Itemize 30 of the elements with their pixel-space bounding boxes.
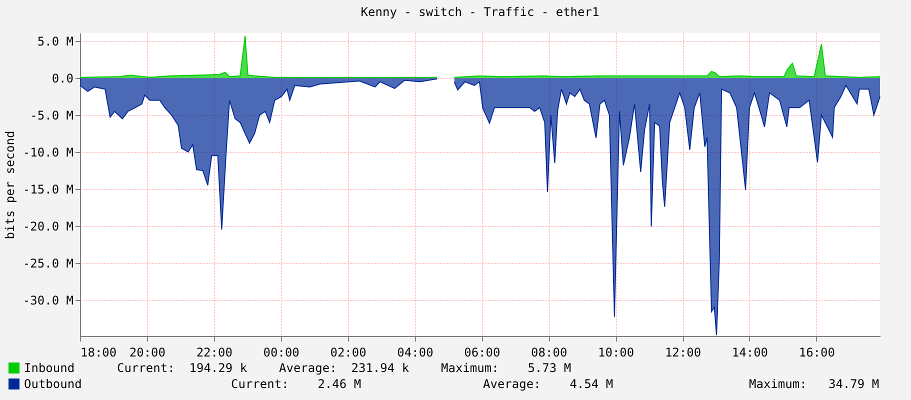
text: Average: 231.94 k <box>279 361 410 375</box>
text: Current: 194.29 k <box>117 361 248 375</box>
x-tick-label: 10:00 <box>598 346 634 360</box>
x-tick-label: 20:00 <box>129 346 166 360</box>
x-tick-label: 06:00 <box>464 346 500 360</box>
chart-title: Kenny - switch - Traffic - ether1 <box>360 5 600 19</box>
x-tick-label: 18:00 <box>80 346 117 360</box>
y-axis-title: bits per second <box>2 130 17 240</box>
text: Maximum: 5.73 M <box>441 361 572 375</box>
x-tick-label: 22:00 <box>196 346 232 360</box>
x-tick-label: 00:00 <box>263 346 300 360</box>
text: Average: 4.54 M <box>483 377 614 391</box>
text: Current: 2.46 M <box>231 377 362 391</box>
text: Maximum: 34.79 M <box>749 377 880 391</box>
x-tick-label: 04:00 <box>397 346 434 360</box>
legend-label: Outbound <box>24 377 82 391</box>
x-tick-label: 08:00 <box>531 346 568 360</box>
x-tick-label: 14:00 <box>732 346 768 360</box>
x-tick-label: 02:00 <box>330 346 366 360</box>
y-tick-label: 5.0 M <box>37 34 74 49</box>
y-tick-label: -25.0 M <box>22 256 74 270</box>
x-tick-label: 16:00 <box>798 346 835 360</box>
legend-label: Inbound <box>24 361 75 375</box>
y-tick-label: -10.0 M <box>22 145 74 160</box>
y-tick-label: -5.0 M <box>30 108 74 123</box>
y-tick-label: -15.0 M <box>22 182 74 196</box>
y-tick-label: -30.0 M <box>22 293 74 308</box>
y-tick-label: -20.0 M <box>22 219 74 234</box>
y-tick-label: 0.0 <box>52 72 74 86</box>
x-tick-label: 12:00 <box>664 346 702 360</box>
